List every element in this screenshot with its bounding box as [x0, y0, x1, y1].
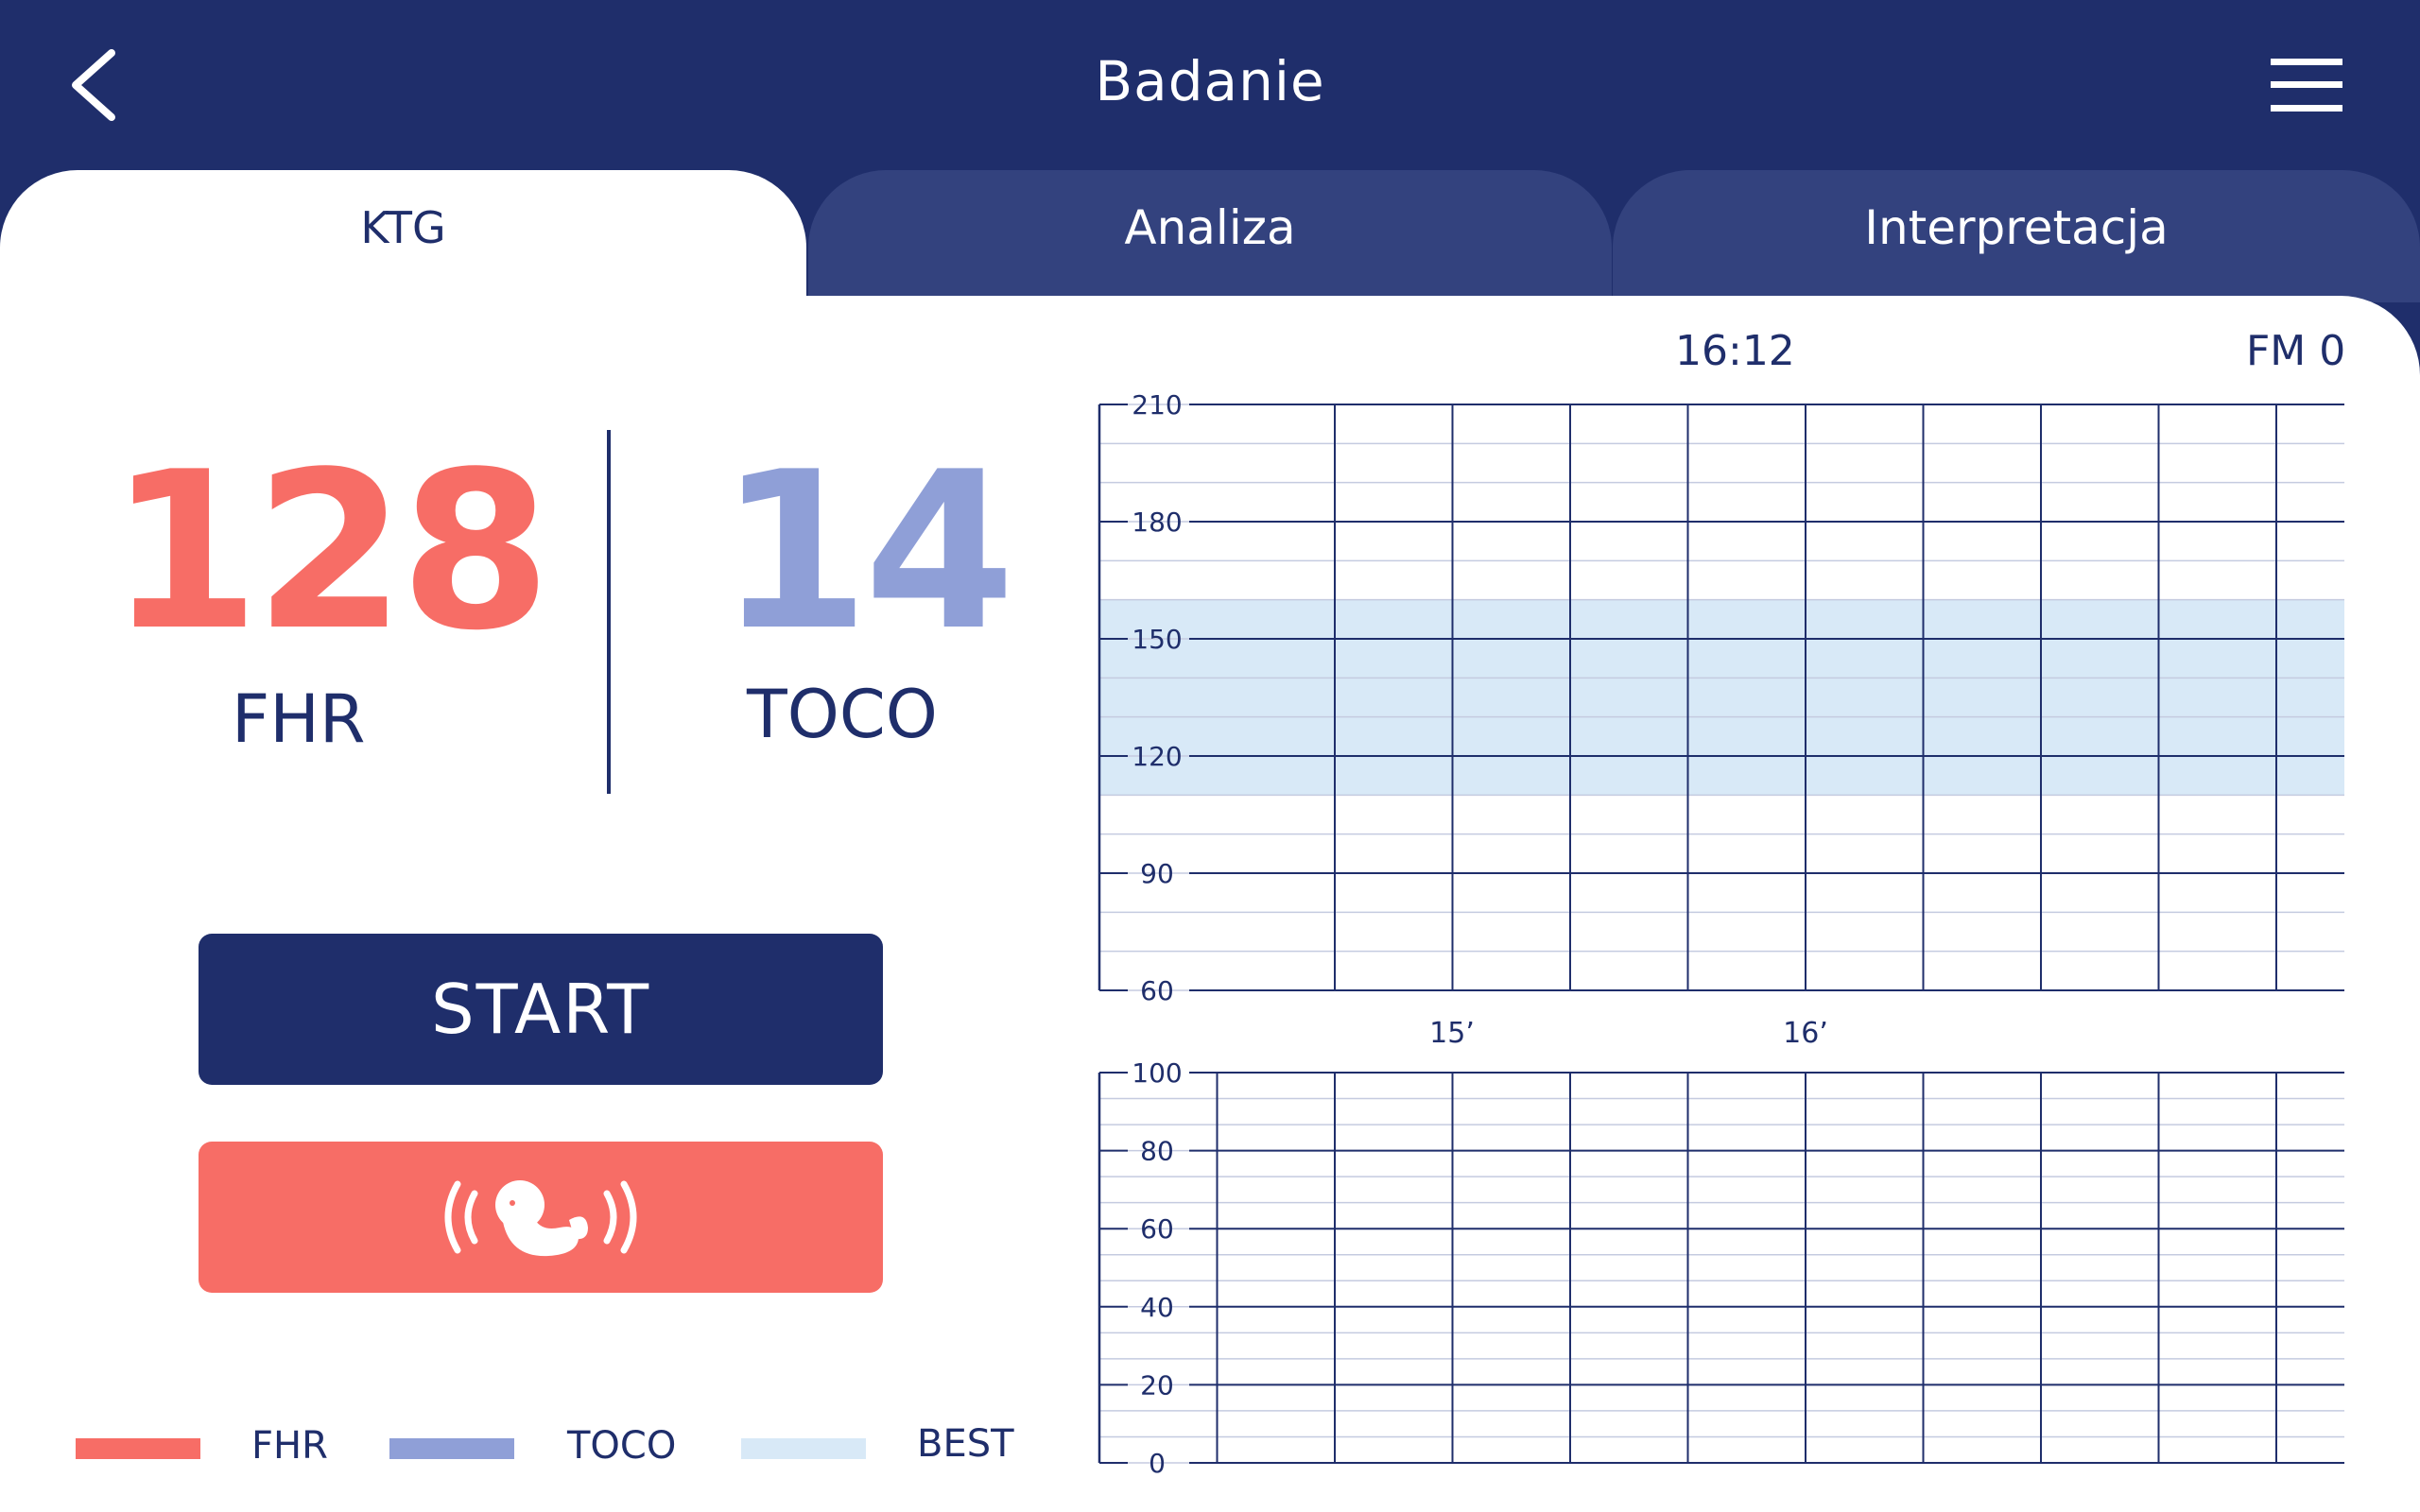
y-tick-label: 150	[1132, 624, 1182, 655]
y-tick-label: 40	[1140, 1292, 1174, 1323]
y-tick-label: 80	[1140, 1136, 1174, 1167]
fetal-movement-button[interactable]	[199, 1142, 883, 1293]
fetal-movement-count: FM 0	[2246, 327, 2346, 375]
legend-swatch-toco	[389, 1438, 514, 1459]
best-band	[1099, 599, 2344, 796]
chart-time: 16:12	[1675, 327, 1795, 375]
toco-value: 14	[718, 426, 1015, 679]
legend-label-best: BEST	[917, 1422, 1014, 1466]
y-tick-label: 210	[1132, 389, 1182, 421]
x-time-label: 16’	[1783, 1017, 1828, 1050]
y-tick-label: 0	[1149, 1448, 1166, 1479]
tab-analiza[interactable]: Analiza	[808, 170, 1612, 302]
hamburger-menu-icon	[2271, 59, 2342, 112]
y-tick-label: 100	[1132, 1057, 1182, 1089]
page-title: Badanie	[1095, 49, 1325, 113]
legend-swatch-fhr	[76, 1438, 200, 1459]
x-time-label: 15’	[1429, 1017, 1475, 1050]
fhr-label: FHR	[232, 680, 366, 758]
y-tick-label: 120	[1132, 741, 1182, 772]
tab-label: Interpretacja	[1864, 200, 2169, 255]
chevron-left-icon	[72, 49, 115, 121]
tab-interpretacja[interactable]: Interpretacja	[1613, 170, 2420, 302]
legend-swatch-best	[741, 1438, 866, 1459]
legend-label-toco: TOCO	[567, 1424, 677, 1468]
menu-button[interactable]	[2269, 57, 2344, 113]
legend-label-fhr: FHR	[251, 1424, 328, 1468]
fhr-value: 128	[109, 426, 551, 679]
app-header: Badanie	[0, 0, 2420, 170]
fetus-signal-icon	[444, 1180, 637, 1257]
chart-legend: FHR TOCO BEST	[0, 1422, 1040, 1479]
tab-ktg[interactable]: KTG	[0, 170, 806, 321]
readings-divider	[607, 430, 611, 794]
readings-panel: 128 FHR 14 TOCO	[0, 426, 1015, 803]
y-tick-label: 90	[1140, 858, 1174, 889]
y-tick-label: 180	[1132, 507, 1182, 538]
toco-label: TOCO	[747, 676, 938, 753]
tab-label: KTG	[360, 202, 446, 253]
y-tick-label: 60	[1140, 1213, 1174, 1245]
y-tick-label: 60	[1140, 975, 1174, 1006]
start-button[interactable]: START	[199, 934, 883, 1085]
content-panel	[0, 296, 2420, 1512]
y-tick-label: 20	[1140, 1369, 1174, 1400]
back-button[interactable]	[66, 47, 123, 123]
tab-label: Analiza	[1124, 200, 1296, 255]
